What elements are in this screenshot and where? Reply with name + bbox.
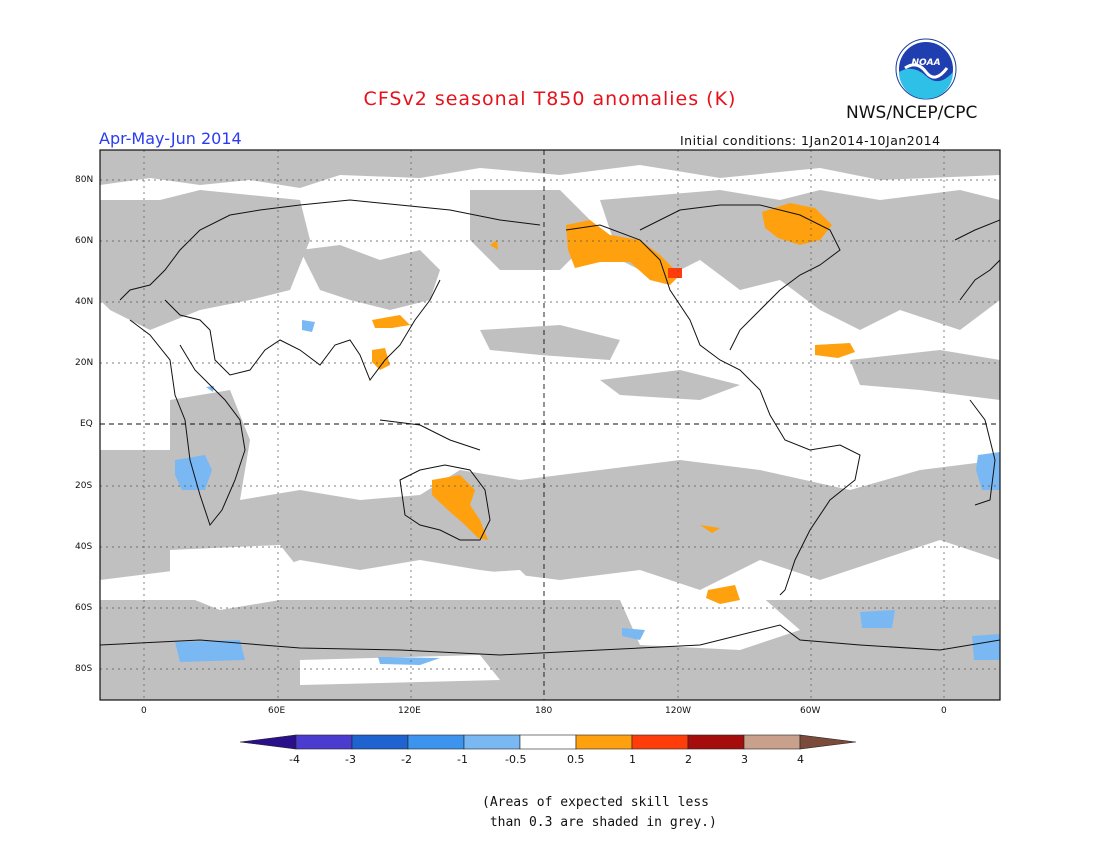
colorbar-max-arrow (799, 734, 857, 750)
lat-label: EQ (80, 419, 93, 429)
colorbar-swatch (687, 734, 745, 750)
colorbar-swatch (575, 734, 633, 750)
colorbar-swatch (463, 734, 521, 750)
colorbar-swatch (631, 734, 689, 750)
colorbar-label: 3 (741, 753, 748, 766)
lat-label: 60S (75, 603, 93, 613)
colorbar-swatch (519, 734, 577, 750)
lon-label: 180 (535, 706, 553, 716)
lat-label: 20N (75, 358, 94, 368)
colorbar-swatch (351, 734, 409, 750)
organization-label: NWS/NCEP/CPC (846, 103, 978, 123)
colorbar-label: 4 (797, 753, 804, 766)
colorbar-label: 0.5 (567, 753, 585, 766)
lon-label: 120W (665, 706, 692, 716)
skill-note: (Areas of expected skill less than 0.3 a… (482, 795, 717, 830)
warm-anomaly-patches (372, 203, 855, 604)
colorbar-swatch (407, 734, 465, 750)
lat-label: 60N (75, 236, 94, 246)
lat-label: 20S (75, 481, 93, 491)
colorbar-label: 1 (629, 753, 636, 766)
lon-label: 60E (268, 706, 286, 716)
coastlines (100, 199, 1000, 656)
lon-label: 0 (141, 706, 147, 716)
colorbar-label: -4 (289, 753, 300, 766)
map-frame (99, 149, 1001, 701)
colorbar-label: -2 (401, 753, 412, 766)
season-period: Apr-May-Jun 2014 (99, 129, 242, 148)
lon-label: 60W (800, 706, 821, 716)
noaa-logo-icon: NOAA (895, 38, 957, 100)
lat-label: 80S (75, 664, 93, 674)
map-title: CFSv2 seasonal T850 anomalies (K) (363, 88, 737, 110)
svg-text:NOAA: NOAA (911, 58, 940, 68)
lat-label: 40S (75, 542, 93, 552)
colorbar-label: -1 (457, 753, 468, 766)
colorbar-label: -0.5 (505, 753, 527, 766)
initial-conditions: Initial conditions: 1Jan2014-10Jan2014 (680, 133, 941, 148)
colorbar-label: -3 (345, 753, 356, 766)
lon-label: 120E (398, 706, 421, 716)
lat-label: 80N (75, 175, 94, 185)
lon-label: 0 (941, 706, 947, 716)
hot-anomaly-patch (668, 268, 682, 278)
colorbar-min-arrow (239, 734, 297, 750)
colorbar-swatch (743, 734, 801, 750)
colorbar-label: 2 (685, 753, 692, 766)
graticule (100, 150, 1000, 700)
lat-label: 40N (75, 297, 94, 307)
colorbar-swatch (295, 734, 353, 750)
